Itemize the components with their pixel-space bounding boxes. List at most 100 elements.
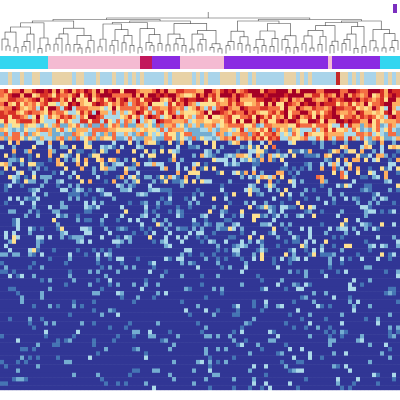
heatmap-cell xyxy=(272,273,277,279)
heatmap-cell xyxy=(360,149,365,154)
heatmap-cell xyxy=(340,183,345,189)
track1-cell xyxy=(244,56,249,69)
heatmap-cell xyxy=(80,166,85,171)
heatmap-cell xyxy=(92,93,97,98)
heatmap-cell xyxy=(148,97,153,103)
heatmap-cell xyxy=(48,265,53,270)
heatmap-cell xyxy=(52,119,57,124)
heatmap-cell xyxy=(260,97,265,103)
heatmap-cell xyxy=(204,222,209,227)
heatmap-cell xyxy=(132,89,137,94)
heatmap-cell xyxy=(40,256,45,262)
heatmap-cell xyxy=(24,218,29,223)
heatmap-cell xyxy=(72,136,77,141)
heatmap-cell xyxy=(276,209,281,214)
heatmap-cell xyxy=(24,252,29,257)
heatmap-cell xyxy=(208,97,213,103)
heatmap-cell xyxy=(244,93,249,98)
heatmap-cell xyxy=(284,162,289,167)
heatmap-cell xyxy=(88,282,93,287)
heatmap-cell xyxy=(272,114,277,120)
heatmap-cell xyxy=(244,256,249,262)
heatmap-cell xyxy=(312,235,317,240)
heatmap-cell xyxy=(332,235,337,240)
heatmap-cell xyxy=(208,278,213,283)
heatmap-cell xyxy=(232,243,237,249)
heatmap-cell xyxy=(80,170,85,176)
heatmap-cell xyxy=(220,183,225,189)
heatmap-cell xyxy=(160,97,165,103)
dendrogram-branch xyxy=(111,22,148,29)
track2-cell xyxy=(160,72,165,85)
heatmap-cell xyxy=(184,187,189,193)
heatmap-cell xyxy=(108,136,113,141)
heatmap-cell xyxy=(124,286,129,292)
heatmap-cell xyxy=(268,183,273,189)
heatmap-cell xyxy=(248,239,253,244)
heatmap-cell xyxy=(44,162,49,167)
heatmap-cell xyxy=(188,273,193,279)
heatmap-cell xyxy=(228,179,233,184)
heatmap-cell xyxy=(116,278,121,283)
heatmap-cell xyxy=(108,282,113,287)
heatmap-cell xyxy=(284,157,289,163)
heatmap-cell xyxy=(296,213,301,219)
heatmap-cell xyxy=(348,153,353,158)
heatmap-cell xyxy=(284,252,289,257)
heatmap-cell xyxy=(296,89,301,94)
heatmap-cell xyxy=(156,230,161,236)
heatmap-cell xyxy=(228,243,233,249)
heatmap-cell xyxy=(180,209,185,214)
heatmap-cell xyxy=(184,144,189,150)
heatmap-cell xyxy=(276,273,281,279)
heatmap-cell xyxy=(324,213,329,219)
heatmap-cell xyxy=(388,101,393,107)
heatmap-cell xyxy=(300,114,305,120)
heatmap-cell xyxy=(212,106,217,111)
heatmap-cell xyxy=(128,269,133,275)
heatmap-cell xyxy=(76,205,81,210)
heatmap-cell xyxy=(188,136,193,141)
heatmap-cell xyxy=(316,162,321,167)
heatmap-cell xyxy=(276,248,281,253)
heatmap-cell xyxy=(56,200,61,206)
heatmap-cell xyxy=(184,265,189,270)
heatmap-cell xyxy=(268,110,273,115)
heatmap-cell xyxy=(8,192,13,197)
heatmap-cell xyxy=(296,226,301,232)
heatmap-cell xyxy=(40,218,45,223)
heatmap-cell xyxy=(256,282,261,287)
heatmap-cell xyxy=(312,286,317,292)
heatmap-cell xyxy=(296,278,301,283)
heatmap-cell xyxy=(12,114,17,120)
heatmap-cell xyxy=(208,239,213,244)
heatmap-cell xyxy=(132,187,137,193)
heatmap-cell xyxy=(108,192,113,197)
heatmap-cell xyxy=(116,265,121,270)
heatmap-cell xyxy=(356,248,361,253)
heatmap-cell xyxy=(188,226,193,232)
heatmap-cell xyxy=(364,252,369,257)
heatmap-cell xyxy=(380,265,385,270)
heatmap-cell xyxy=(104,200,109,206)
heatmap-cell xyxy=(112,265,117,270)
heatmap-cell xyxy=(396,114,400,120)
heatmap-cell xyxy=(196,222,201,227)
heatmap-cell xyxy=(20,119,25,124)
heatmap-cell xyxy=(396,222,400,227)
heatmap-cell xyxy=(344,119,349,124)
heatmap-cell xyxy=(300,278,305,283)
heatmap-cell xyxy=(320,252,325,257)
track2-cell xyxy=(108,72,113,85)
heatmap-cell xyxy=(152,243,157,249)
heatmap-cell xyxy=(128,153,133,158)
heatmap-cell xyxy=(184,93,189,98)
heatmap-cell xyxy=(48,140,53,146)
heatmap-cell xyxy=(212,243,217,249)
track1-cell xyxy=(160,56,165,69)
heatmap-cell xyxy=(336,265,341,270)
heatmap-cell xyxy=(376,222,381,227)
heatmap-cell xyxy=(212,89,217,94)
heatmap-cell xyxy=(356,106,361,111)
heatmap-cell xyxy=(36,261,41,266)
